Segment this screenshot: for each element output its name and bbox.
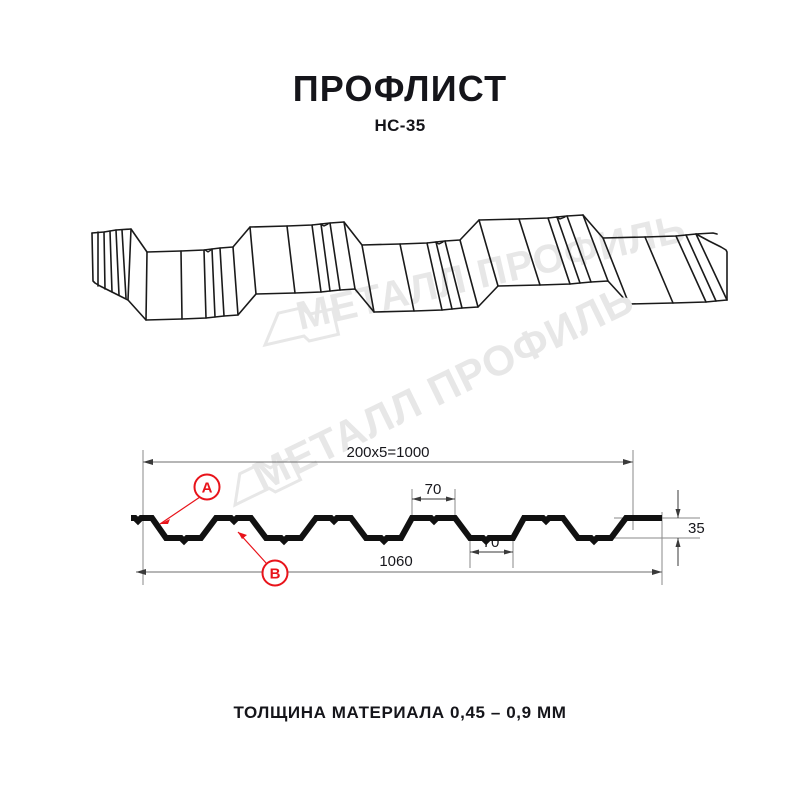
brand-logo-icon [262, 306, 341, 348]
iso-left-endcap [97, 229, 127, 299]
page-title: ПРОФЛИСТ [292, 68, 508, 109]
page-subtitle: НС-35 [374, 116, 426, 135]
iso-stiffener-marks [204, 216, 566, 253]
profile-section-outline [131, 515, 662, 546]
isometric-view [91, 214, 728, 321]
dimension-pitch-label: 200x5=1000 [347, 444, 430, 461]
iso-fold-lines [127, 214, 728, 321]
arrow-right [652, 569, 662, 575]
material-thickness-note: ТОЛЩИНА МАТЕРИАЛА 0,45 – 0,9 ММ [233, 703, 567, 722]
callout-a-leader [159, 496, 201, 525]
dimension-crest-width: 70 [412, 481, 455, 502]
callout-b: B [237, 531, 289, 587]
dimension-height: 35 [675, 490, 705, 566]
dimension-pitch: 200x5=1000 [143, 444, 633, 465]
callout-a-bubble [193, 473, 221, 501]
arrow-right [623, 459, 633, 465]
arrow-left [143, 459, 153, 465]
callout-a-arrow [160, 519, 170, 524]
watermark-upper: МЕТАЛЛ ПРОФИЛЬ [262, 206, 690, 348]
arrow-left [412, 496, 421, 502]
iso-top-edge [91, 214, 718, 253]
callout-a-label: A [202, 480, 213, 497]
iso-bottom-edge [91, 232, 728, 321]
arrow-up [675, 538, 681, 547]
dimension-overall-width: 1060 [136, 553, 662, 575]
cross-section-view: 200x5=1000 1060 70 70 [131, 444, 705, 587]
callout-a: A [159, 473, 221, 525]
dimension-crest-width-label: 70 [425, 481, 442, 498]
arrow-left [470, 549, 479, 555]
brand-logo-icon-lower [233, 456, 303, 508]
arrow-down [675, 509, 681, 518]
arrow-right [504, 549, 513, 555]
dimension-overall-width-label: 1060 [379, 553, 412, 570]
arrow-right [446, 496, 455, 502]
arrow-left [136, 569, 146, 575]
dimension-height-label: 35 [688, 520, 705, 537]
callout-b-arrow [238, 532, 247, 539]
callout-b-label: B [270, 566, 281, 583]
callout-b-bubble [261, 559, 289, 587]
